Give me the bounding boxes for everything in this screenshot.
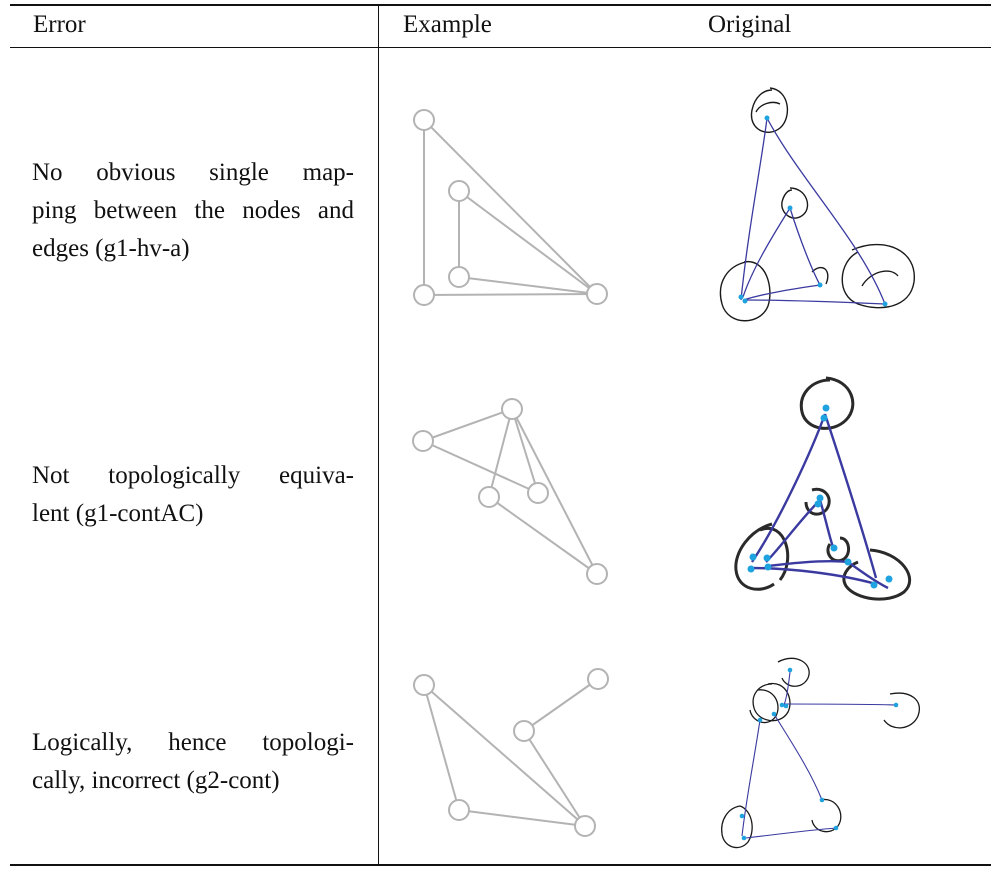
error-line: ping between the nodes and [32,197,354,224]
error-line: edges (g1-hv-a) [32,235,190,262]
error-description-row-2: Not topologically equiva- lent (g1-contA… [32,457,354,533]
header-original: Original [708,11,792,38]
header-example: Example [403,11,492,38]
error-line: cally, incorrect (g2-cont) [32,767,280,794]
example-graph-row-3 [413,668,609,837]
example-graph-row-2 [412,398,608,585]
error-line: Logically, hence topologi- [32,729,354,756]
error-description-row-1: No obvious single map- ping between the … [32,154,354,268]
error-line: No obvious single map- [32,159,354,186]
error-line: Not topologically equiva- [32,462,354,489]
column-divider [378,6,379,864]
error-description-row-3: Logically, hence topologi- cally, incorr… [32,724,354,800]
header-error: Error [33,11,86,38]
table-bottom-rule [10,864,991,866]
error-line: lent (g1-contAC) [32,500,204,527]
example-graph-row-1 [413,109,608,306]
original-sketch-row-2 [734,376,911,601]
table-top-rule [10,4,991,6]
original-sketch-row-1 [719,87,915,322]
original-sketch-row-3 [721,657,920,849]
table-header-rule [10,47,991,48]
